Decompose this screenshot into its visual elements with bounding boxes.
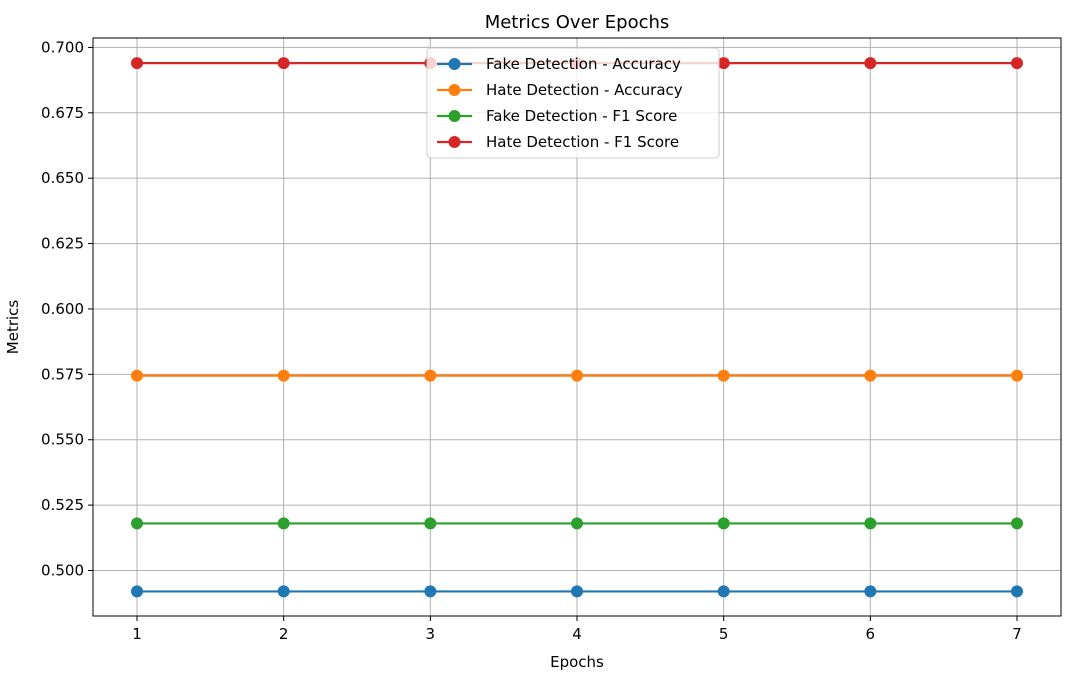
y-axis-title: Metrics <box>4 300 22 355</box>
chart-title: Metrics Over Epochs <box>485 12 670 33</box>
x-tick-label: 4 <box>572 625 582 643</box>
x-tick-label: 7 <box>1012 625 1022 643</box>
data-point <box>277 369 290 382</box>
legend-box <box>426 47 720 159</box>
y-tick-label: 0.500 <box>41 561 84 579</box>
data-point <box>717 369 730 382</box>
y-tick-label: 0.700 <box>41 38 84 56</box>
legend-marker <box>448 136 461 148</box>
data-point <box>571 369 583 382</box>
x-tick-label: 2 <box>279 625 289 643</box>
data-point <box>424 585 437 598</box>
data-point <box>717 585 730 598</box>
y-tick-label: 0.650 <box>41 169 84 187</box>
data-point <box>131 585 143 598</box>
data-point <box>1011 57 1023 70</box>
legend-label: Fake Detection - F1 Score <box>486 107 677 125</box>
legend-item: Hate Detection - Accuracy <box>437 81 683 99</box>
x-tick-label: 1 <box>132 625 142 643</box>
legend-item: Fake Detection - F1 Score <box>437 107 677 125</box>
data-point <box>571 517 583 530</box>
data-point <box>717 517 730 530</box>
legend-label: Fake Detection - Accuracy <box>486 55 681 73</box>
y-tick-label: 0.525 <box>41 496 84 514</box>
data-point <box>424 517 437 530</box>
legend-marker <box>448 58 461 70</box>
legend-item: Fake Detection - Accuracy <box>437 55 681 73</box>
data-point <box>864 57 877 70</box>
y-tick-label: 0.675 <box>41 104 84 122</box>
grid <box>93 38 1061 616</box>
data-point <box>864 369 877 382</box>
x-tick-label: 6 <box>866 625 876 643</box>
data-point <box>1011 369 1023 382</box>
data-point <box>131 57 143 70</box>
legend-marker <box>448 110 461 122</box>
series-1 <box>131 585 1023 598</box>
y-tick-label: 0.600 <box>41 300 84 318</box>
data-point <box>277 57 290 70</box>
y-tick-label: 0.575 <box>41 365 84 383</box>
data-point <box>717 57 730 70</box>
data-point <box>1011 517 1023 530</box>
data-point <box>424 369 437 382</box>
data-point <box>1011 585 1023 598</box>
legend-label: Hate Detection - F1 Score <box>486 133 679 151</box>
data-point <box>131 517 143 530</box>
x-axis: 1 2 3 4 5 6 7 <box>132 616 1022 643</box>
y-axis: 0.500 0.525 0.550 0.575 0.600 0.625 0.650 0.675… <box>41 38 93 579</box>
data-point <box>131 369 143 382</box>
x-tick-label: 3 <box>426 625 436 643</box>
data-point <box>571 585 583 598</box>
x-axis-title: Epochs <box>550 653 604 671</box>
y-tick-label: 0.550 <box>41 431 84 449</box>
x-tick-label: 5 <box>719 625 729 643</box>
data-point <box>277 517 290 530</box>
legend-item: Hate Detection - F1 Score <box>437 133 679 151</box>
data-point <box>864 517 877 530</box>
series-2 <box>131 369 1023 382</box>
series-3 <box>131 517 1023 530</box>
data-point <box>864 585 877 598</box>
legend-label: Hate Detection - Accuracy <box>486 81 683 99</box>
y-tick-label: 0.625 <box>41 235 84 253</box>
legend-marker <box>448 84 461 96</box>
legend: Fake Detection - Accuracy Hate Detection … <box>426 47 720 159</box>
data-point <box>277 585 290 598</box>
